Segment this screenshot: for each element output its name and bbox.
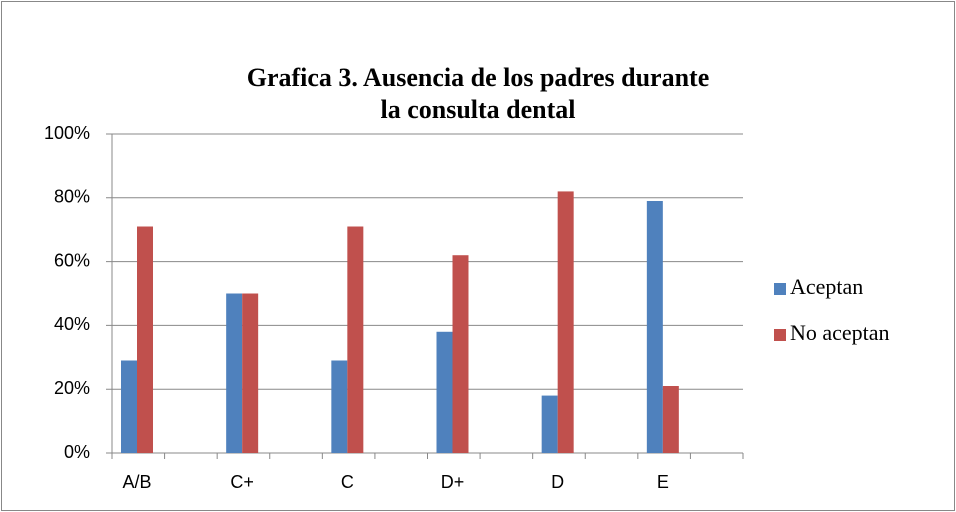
x-tick-label: A/B (122, 472, 151, 492)
y-tick-label: 60% (54, 250, 90, 270)
bar (436, 331, 453, 453)
y-tick-label: 0% (64, 442, 90, 462)
bar (557, 191, 574, 454)
bar (331, 360, 348, 453)
chart-title: Grafica 3. Ausencia de los padres durant… (246, 63, 710, 124)
legend: Aceptan No aceptan (774, 274, 890, 345)
legend-swatch (774, 329, 786, 341)
x-tick-label: D (551, 472, 564, 492)
bar (452, 255, 469, 453)
x-tick-label: D+ (441, 472, 465, 492)
bar (121, 360, 137, 453)
bar (137, 226, 153, 453)
x-tick-label: C+ (230, 472, 254, 492)
y-tick-label: 40% (54, 314, 90, 334)
legend-label: No aceptan (790, 320, 890, 345)
bar (662, 386, 679, 453)
x-tick-label: C (341, 472, 354, 492)
legend-swatch (774, 283, 786, 295)
y-tick-label: 20% (54, 378, 90, 398)
bar (242, 293, 259, 453)
y-tick-label: 100% (44, 123, 90, 143)
x-tick-label: E (657, 472, 669, 492)
legend-label: Aceptan (790, 274, 863, 299)
bar (226, 293, 243, 453)
y-tick-label: 80% (54, 187, 90, 207)
bar (347, 226, 364, 453)
bar (646, 200, 663, 453)
bar (541, 395, 558, 453)
